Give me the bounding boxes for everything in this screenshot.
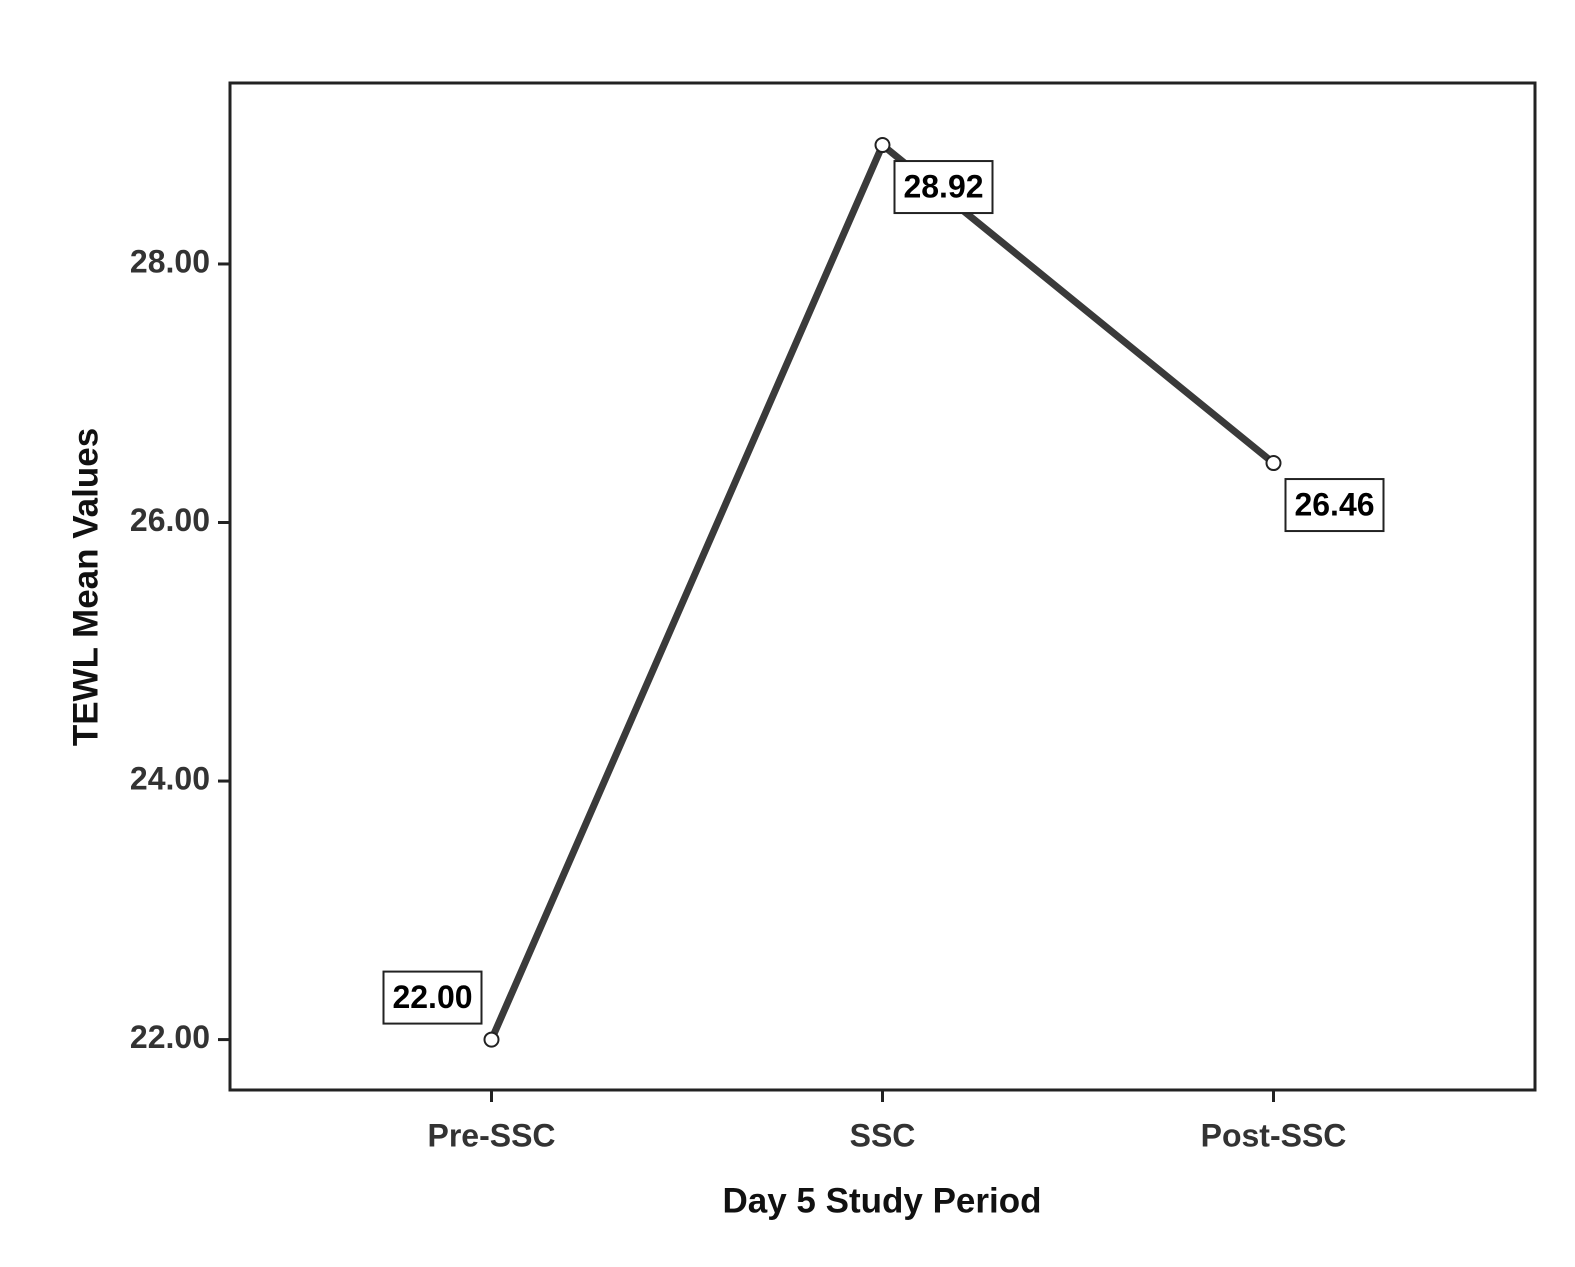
y-tick-label: 22.00 — [130, 1019, 210, 1055]
y-tick-label: 26.00 — [130, 502, 210, 538]
value-label-box — [893, 160, 994, 215]
marker — [1265, 455, 1282, 472]
value-label: 26.46 — [1294, 487, 1374, 523]
marker — [874, 137, 891, 154]
value-label: 28.92 — [903, 169, 983, 205]
y-tick-label: 24.00 — [130, 761, 210, 797]
plot-frame — [228, 81, 1537, 1092]
value-label: 22.00 — [392, 979, 472, 1015]
line — [488, 141, 1276, 1041]
x-axis-title: Day 5 Study Period — [723, 1181, 1042, 1220]
x-tick-label: Pre-SSC — [427, 1117, 555, 1153]
marker — [483, 1031, 500, 1048]
value-label-box — [382, 970, 483, 1025]
value-label-box — [1284, 478, 1385, 533]
y-axis-title: TEWL Mean Values — [66, 428, 105, 746]
y-tick-label: 28.00 — [130, 243, 210, 279]
x-tick-label: SSC — [850, 1117, 916, 1153]
x-tick-label: Post-SSC — [1201, 1117, 1347, 1153]
